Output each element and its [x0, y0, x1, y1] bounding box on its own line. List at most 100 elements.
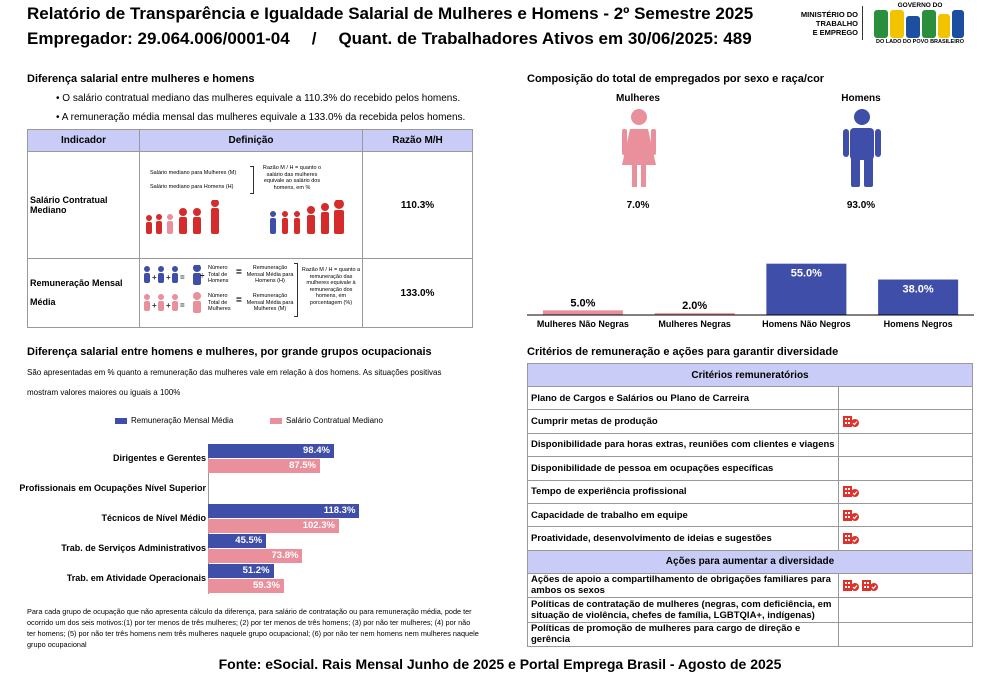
building-check-icon — [843, 416, 859, 428]
composition-value-label: 38.0% — [903, 284, 934, 296]
criteria-label: Disponibilidade para horas extras, reuni… — [527, 432, 839, 458]
row2-indicator: Remuneração Mensal Média — [27, 258, 140, 328]
criteria-label: Ações de apoio a compartilhamento de obr… — [527, 572, 839, 599]
ministry-logo: MINISTÉRIO DO TRABALHO E EMPREGO — [796, 10, 858, 37]
brasil-logo-icon — [874, 10, 964, 38]
bar-salario: 102.3% — [208, 519, 339, 533]
occupation-label: Trab. de Serviços Administrativos — [61, 543, 206, 553]
footer-source: Fonte: eSocial. Rais Mensal Junho de 202… — [218, 656, 782, 672]
criteria-icons — [838, 572, 973, 599]
criteria-table: Critérios remuneratórios Plano de Cargos … — [527, 363, 973, 648]
composition-bar — [878, 279, 959, 315]
gov-logo-top: GOVERNO DO — [897, 2, 943, 9]
illus2-brace — [294, 263, 298, 317]
composition-title: Composição do total de empregados por se… — [527, 73, 825, 85]
col-ratio: Razão M/H — [362, 129, 473, 152]
employer-id: Empregador: 29.064.006/0001-04 — [27, 29, 290, 48]
occupation-label: Profissionais em Ocupações Nível Superio… — [19, 483, 206, 493]
legend-pink-label: Salário Contratual Mediano — [286, 416, 383, 425]
composition-bar — [542, 310, 623, 315]
illus2-mean-men: Remuneração Mensal Média para Homens (H) — [246, 265, 294, 284]
note-line3: ter homens; (5) por não ter três homens … — [27, 629, 479, 638]
composition-value-label: 5.0% — [570, 297, 595, 309]
row2-indicator-line1: Remuneração Mensal — [30, 278, 123, 288]
indicator-table: Indicador Definição Razão M/H Salário Co… — [27, 129, 473, 328]
bar-salario: 59.3% — [208, 579, 284, 593]
criteria-label: Disponibilidade de pessoa em ocupações e… — [527, 456, 839, 481]
svg-text:+: + — [166, 273, 171, 282]
composition-value-label: 55.0% — [791, 268, 822, 280]
criteria-icons — [838, 432, 973, 458]
svg-text:=: = — [180, 273, 185, 282]
criteria-label: Proatividade, desenvolvimento de ideias … — [527, 526, 839, 551]
svg-text:+: + — [152, 301, 157, 310]
men-percent: 93.0% — [846, 200, 876, 211]
man-figure-icon — [843, 109, 881, 187]
bar-salario: 73.8% — [208, 549, 303, 563]
criteria-header-diversity: Ações para aumentar a diversidade — [527, 549, 973, 574]
bar-remuneracao: 118.3% — [208, 504, 360, 518]
legend-blue: Remuneração Mensal Média — [115, 416, 233, 425]
header-separator: / — [311, 29, 317, 48]
criteria-row: Proatividade, desenvolvimento de ideias … — [527, 526, 973, 551]
bar-remuneracao: 98.4% — [208, 444, 334, 458]
illus2-divide-icon: ÷ — [200, 271, 205, 280]
criteria-icons — [838, 479, 973, 504]
ministry-line2: TRABALHO — [815, 19, 858, 28]
row1-indicator: Salário Contratual Mediano — [27, 151, 140, 259]
occupation-label: Dirigentes e Gerentes — [112, 453, 206, 463]
building-check-icon — [843, 486, 859, 498]
women-label: Mulheres — [616, 93, 660, 104]
woman-figure-icon — [622, 109, 656, 187]
illus1-men: Salário mediano para Homens (H) — [150, 184, 234, 190]
bar-remuneracao: 51.2% — [208, 564, 274, 578]
building-check-icon — [843, 509, 859, 521]
criteria-icons — [838, 456, 973, 481]
legend-pink-swatch — [270, 417, 282, 424]
salary-bullet-2: • A remuneração média mensal das mulhere… — [56, 112, 466, 123]
criteria-row: Disponibilidade de pessoa em ocupações e… — [527, 456, 973, 481]
note-line2: ocorrido um dos seis motivos:(1) por ter… — [27, 618, 471, 627]
composition-category-label: Homens Negros — [884, 319, 953, 329]
active-workers: Quant. de Trabalhadores Ativos em 30/06/… — [338, 29, 752, 48]
bar-salario: 87.5% — [208, 459, 320, 473]
illus2-total-men: Número Total de Homens — [208, 265, 229, 284]
occupation-label: Técnicos de Nível Médio — [101, 513, 206, 523]
row1-ratio: 110.3% — [362, 151, 473, 259]
illus2-ratio: Razão M / H = quanto a remuneração das m… — [301, 267, 361, 306]
legend-pink: Salário Contratual Mediano — [270, 416, 383, 425]
men-label: Homens — [841, 93, 881, 104]
composition-bar — [766, 263, 847, 315]
col-indicator: Indicador — [27, 129, 140, 152]
criteria-header-remuneration: Critérios remuneratórios — [527, 363, 973, 387]
criteria-icons — [838, 526, 973, 551]
svg-text:+: + — [166, 301, 171, 310]
note-line4: grupo ocupacional — [27, 640, 87, 649]
building-check-icon — [843, 579, 859, 591]
row2-ratio: 133.0% — [362, 258, 473, 328]
row2-indicator-line2: Média — [30, 297, 56, 307]
criteria-label: Políticas de contratação de mulheres (ne… — [527, 597, 839, 623]
occupational-chart: Dirigentes e Gerentes 98.4% 87.5% Profissio… — [19, 444, 497, 599]
ministry-line3: E EMPREGO — [812, 28, 858, 37]
illus2-total-women: Número Total de Mulheres — [208, 293, 231, 312]
criteria-row: Tempo de experiência profissional — [527, 479, 973, 504]
criteria-icons — [838, 502, 973, 528]
criteria-label: Cumprir metas de produção — [527, 409, 839, 434]
employer-line: Empregador: 29.064.006/0001-04 / Quant. de… — [27, 29, 752, 49]
criteria-icons — [838, 385, 973, 411]
legend-blue-label: Remuneração Mensal Média — [131, 416, 234, 425]
salary-diff-title: Diferença salarial entre mulheres e home… — [27, 73, 255, 85]
illus2-equals-1: = — [236, 267, 242, 278]
legend-blue-swatch — [115, 417, 127, 424]
criteria-icons — [838, 597, 973, 623]
gov-logo-tagline: DO LADO DO POVO BRASILEIRO — [875, 39, 964, 45]
illus1-women: Salário mediano para Mulheres (M) — [150, 170, 237, 176]
row1-definition: Salário mediano para Mulheres (M) Salári… — [139, 151, 363, 259]
building-check-icon — [862, 579, 878, 591]
col-definition: Definição — [139, 129, 363, 152]
composition-category-label: Mulheres Não Negras — [537, 319, 629, 329]
criteria-row: Capacidade de trabalho em equipe — [527, 502, 973, 528]
government-logo: GOVERNO DO DO LADO DO POVO BRASILEIRO — [870, 2, 970, 46]
composition-chart: 5.0% Mulheres Não Negras 2.0% Mulheres Negr… — [527, 263, 974, 329]
